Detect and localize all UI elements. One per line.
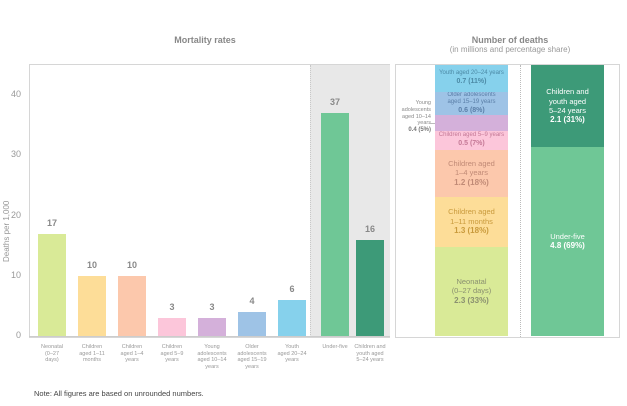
segment-label: Children aged 5–9 years bbox=[438, 132, 505, 139]
bar-value-label: 16 bbox=[364, 223, 375, 234]
bar bbox=[356, 239, 384, 336]
y-tick-label: 0 bbox=[15, 330, 21, 340]
x-category-label: Older adolescents aged 15–19 years bbox=[237, 344, 267, 370]
stack-segment: Youth aged 20–24 years 0.7 (11%) bbox=[435, 65, 508, 93]
segment-value: 0.6 (8%) bbox=[458, 106, 485, 114]
bar bbox=[321, 113, 349, 336]
stack-segment: Children aged 1–4 years 1.2 (18%) bbox=[435, 150, 508, 197]
x-category-label: Children and youth aged 5–24 years bbox=[354, 344, 386, 364]
stack-segment: Under-five 4.8 (69%) bbox=[531, 147, 604, 336]
stack-segment bbox=[435, 115, 508, 131]
mortality-rates-title: Mortality rates bbox=[174, 35, 236, 45]
segment-value: 4.8 (69%) bbox=[550, 241, 585, 251]
segment-value: 0.7 (11%) bbox=[456, 77, 487, 85]
segment-label: Children and youth aged 5–24 years bbox=[546, 87, 589, 115]
segment-label: Children aged 1–4 years bbox=[448, 159, 495, 178]
x-category-label: Children aged 5–9 years bbox=[160, 344, 184, 364]
segment-value: 0.5 (7%) bbox=[458, 139, 485, 147]
segment-label: Neonatal (0–27 days) bbox=[451, 277, 492, 296]
segment-label: Older adolescents aged 15–19 years bbox=[447, 92, 496, 106]
segment-label: Under-five bbox=[550, 232, 585, 242]
x-category-label: Children aged 1–4 years bbox=[120, 344, 144, 364]
bar bbox=[158, 317, 186, 336]
stack-segment: Older adolescents aged 15–19 years 0.6 (8… bbox=[435, 92, 508, 116]
footnote: Note: All figures are based on unrounded… bbox=[34, 389, 204, 398]
bar-value-label: 6 bbox=[289, 283, 295, 294]
segment-label: Youth aged 20–24 years bbox=[439, 70, 504, 77]
stack-segment: Children and youth aged 5–24 years 2.1 (3… bbox=[531, 65, 604, 148]
bar-value-label: 10 bbox=[86, 259, 97, 270]
x-category-label: Neonatal (0–27 days) bbox=[40, 344, 64, 364]
x-axis-line bbox=[29, 336, 390, 337]
callout-leader-line bbox=[429, 123, 435, 125]
bar-value-label: 10 bbox=[126, 259, 137, 270]
segment-value: 0.4 (5%) bbox=[408, 126, 431, 133]
segment-value: 1.3 (18%) bbox=[454, 226, 489, 236]
x-category-label: Youth aged 20–24 years bbox=[277, 344, 307, 364]
bar-value-label: 3 bbox=[169, 301, 175, 312]
segment-value: 1.2 (18%) bbox=[454, 177, 489, 187]
bar bbox=[78, 275, 106, 336]
number-of-deaths-subtitle: (in millions and percentage share) bbox=[449, 45, 571, 54]
segment-callout: Young adolescents aged 10–14 years 0.4 (5… bbox=[393, 100, 431, 134]
x-category-label: Young adolescents aged 10–14 years bbox=[197, 344, 227, 370]
bar-value-label: 17 bbox=[46, 217, 57, 228]
bar-value-label: 4 bbox=[249, 295, 255, 306]
segment-label: Children aged 1–11 months bbox=[448, 207, 495, 226]
y-tick-label: 40 bbox=[10, 89, 21, 100]
x-category-label: Children aged 1–11 months bbox=[79, 344, 105, 364]
bar bbox=[38, 233, 66, 336]
bar bbox=[198, 317, 226, 336]
segment-value: 2.3 (33%) bbox=[454, 295, 489, 305]
bar bbox=[238, 311, 266, 336]
bar bbox=[118, 275, 146, 336]
stack-segment: Neonatal (0–27 days) 2.3 (33%) bbox=[435, 246, 508, 336]
number-of-deaths-title: Number of deaths bbox=[471, 35, 549, 45]
stack-segment: Children aged 5–9 years 0.5 (7%) bbox=[435, 130, 508, 151]
y-tick-label: 10 bbox=[10, 269, 21, 280]
y-tick-label: 20 bbox=[10, 209, 21, 220]
bar bbox=[278, 299, 306, 336]
segment-label: Young adolescents aged 10–14 years bbox=[401, 100, 431, 127]
y-tick-label: 30 bbox=[10, 149, 21, 160]
bar-value-label: 37 bbox=[329, 97, 340, 108]
bar-value-label: 3 bbox=[209, 301, 215, 312]
x-category-label: Under-five bbox=[322, 344, 348, 350]
segment-value: 2.1 (31%) bbox=[550, 115, 585, 125]
stack-segment: Children aged 1–11 months 1.3 (18%) bbox=[435, 196, 508, 247]
stack-divider bbox=[520, 65, 521, 337]
